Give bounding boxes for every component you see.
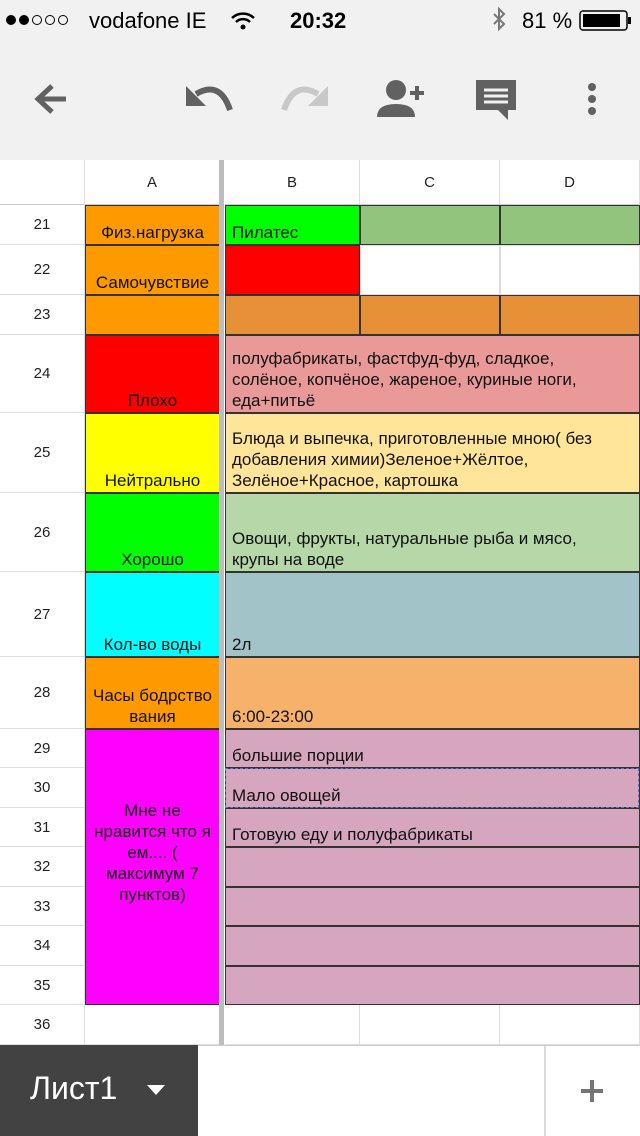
cell: Физ.нагрузка [85, 205, 220, 245]
cell: Пилатес [225, 205, 360, 245]
sheet-grid: A B C D 21 Физ.нагрузка Пилатес 22 Самочувствие 2… [0, 160, 640, 1045]
cell [500, 245, 640, 295]
cell: Овощи, фрукты, натуральные рыба и мясо, … [225, 493, 640, 572]
cell [360, 295, 500, 335]
row-number: 26 [0, 493, 85, 572]
row-number: 22 [0, 245, 85, 295]
row-number: 31 [0, 808, 85, 847]
row-number: 23 [0, 295, 85, 335]
cell: полуфабрикаты, фастфуд-фуд, сладкое, сол… [225, 335, 640, 413]
cell [225, 926, 640, 966]
top-area [0, 0, 640, 160]
row-number: 32 [0, 847, 85, 887]
back-button[interactable] [34, 84, 66, 114]
row-number: 35 [0, 966, 85, 1005]
cell [225, 295, 360, 335]
sheet-tab-label: Лист1 [30, 1070, 118, 1106]
cell: большие порции [225, 729, 640, 768]
cell: Часы бодрствования [85, 657, 220, 729]
cell: Мало овощей [225, 768, 640, 808]
share-button[interactable] [377, 80, 424, 117]
cell [85, 295, 220, 335]
tab-icons [147, 1045, 603, 1136]
row-number: 36 [0, 1005, 85, 1045]
cell: Хорошо [85, 493, 220, 572]
row-number: 30 [0, 768, 85, 808]
carrier: vodafone IE [89, 8, 207, 33]
column-header: D [500, 160, 640, 205]
cell: Нейтрально [85, 413, 220, 493]
cell [225, 966, 640, 1005]
row-number: 28 [0, 657, 85, 729]
cell [225, 847, 640, 887]
row-number: 29 [0, 729, 85, 768]
sheet-tab[interactable] [0, 1045, 198, 1136]
toolbar [34, 80, 596, 120]
row-number: 34 [0, 926, 85, 966]
battery: 81 % [522, 8, 573, 33]
cell [85, 1005, 220, 1045]
row-number: 21 [0, 205, 85, 245]
cell [500, 205, 640, 245]
cell [360, 205, 500, 245]
time: 20:32 [290, 8, 347, 33]
redo-button[interactable] [308, 86, 328, 106]
row-number: 27 [0, 572, 85, 657]
status-icons [6, 6, 631, 32]
column-header: C [360, 160, 500, 205]
cell: 6:00-23:00 [225, 657, 640, 729]
cell [225, 245, 360, 295]
corner [0, 160, 85, 205]
column-header: A [85, 160, 220, 205]
cell: Блюда и выпечка, приготовленные мною( бе… [225, 413, 640, 493]
cell: 2л [225, 572, 640, 657]
merged-cell: Мне не нравится что я ем.... ( максимум … [85, 729, 220, 1005]
row-number: 33 [0, 887, 85, 926]
freeze-divider [219, 160, 224, 1045]
cell: Плохо [85, 335, 220, 413]
cell [500, 295, 640, 335]
undo-button[interactable] [186, 86, 206, 106]
add-sheet-button[interactable] [581, 1080, 603, 1102]
row-number: 25 [0, 413, 85, 493]
cell [360, 245, 500, 295]
row-number: 24 [0, 335, 85, 413]
cell [225, 887, 640, 926]
selection [225, 768, 639, 808]
cell [360, 1005, 500, 1045]
column-header: B [225, 160, 360, 205]
cell: Кол-во воды [85, 572, 220, 657]
cell [225, 1005, 360, 1045]
cell [500, 1005, 640, 1045]
cell: Готовую еду и полуфабрикаты [225, 808, 640, 847]
more-button[interactable] [588, 83, 596, 115]
cell: Самочувствие [85, 245, 220, 295]
